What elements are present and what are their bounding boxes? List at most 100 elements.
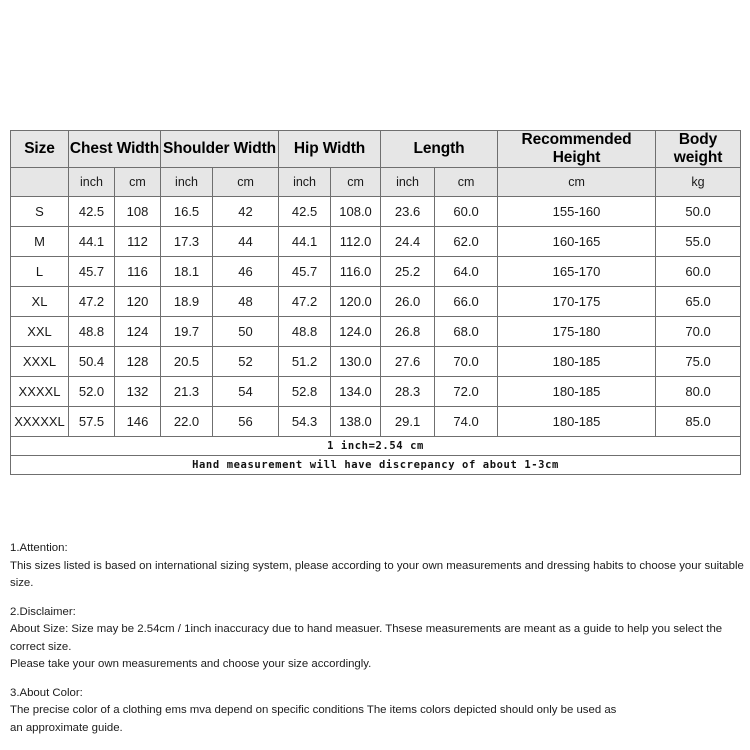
cell-recommended-height: 180-185 [497, 406, 657, 437]
cell-length-inch: 26.0 [380, 286, 436, 317]
cell-recommended-height: 180-185 [497, 376, 657, 407]
cell-shoulder-inch: 18.1 [160, 256, 214, 287]
cell-chest-inch: 48.8 [68, 316, 115, 347]
unit-header-length-cm: cm [434, 167, 499, 197]
cell-shoulder-inch: 22.0 [160, 406, 214, 437]
table-header: Size Chest Width Shoulder Width Hip Widt… [10, 130, 742, 197]
cell-body-weight: 60.0 [655, 256, 742, 287]
notes-section: 1.Attention: This sizes listed is based … [10, 540, 745, 737]
cell-recommended-height: 175-180 [497, 316, 657, 347]
unit-header-weight-kg: kg [655, 167, 742, 197]
cell-length-inch: 24.4 [380, 226, 436, 257]
cell-recommended-height: 180-185 [497, 346, 657, 377]
note-disclaimer-line-1: About Size: Size may be 2.54cm / 1inch i… [10, 623, 723, 653]
table-body: S 42.5 108 16.5 42 42.5 108.0 23.6 60.0 … [9, 196, 742, 475]
cell-length-inch: 26.8 [380, 316, 436, 347]
cell-length-cm: 60.0 [434, 196, 499, 227]
cell-size: M [10, 226, 69, 257]
cell-length-inch: 27.6 [380, 346, 436, 377]
cell-length-cm: 70.0 [434, 346, 499, 377]
note-about-color-line-2: an approximate guide. [10, 721, 123, 734]
table-row: XXXXXL 57.5 146 22.0 56 54.3 138.0 29.1 … [10, 406, 742, 437]
table-row: XL 47.2 120 18.9 48 47.2 120.0 26.0 66.0… [10, 286, 742, 317]
unit-header-height-cm: cm [497, 167, 657, 197]
cell-chest-cm: 146 [113, 406, 162, 437]
note-disclaimer: 2.Disclaimer: About Size: Size may be 2.… [10, 604, 745, 674]
cell-length-inch: 28.3 [380, 376, 436, 407]
cell-hip-cm: 116.0 [330, 256, 382, 287]
table-row: M 44.1 112 17.3 44 44.1 112.0 24.4 62.0 … [10, 226, 742, 257]
footer-note-inch-conversion: 1 inch=2.54 cm [9, 436, 742, 456]
column-header-chest-width: Chest Width [67, 130, 162, 168]
cell-size: XL [10, 286, 69, 317]
size-chart-table: Size Chest Width Shoulder Width Hip Widt… [9, 130, 742, 475]
cell-chest-inch: 45.7 [68, 256, 115, 287]
note-attention: 1.Attention: This sizes listed is based … [10, 540, 745, 593]
cell-recommended-height: 155-160 [497, 196, 657, 227]
note-about-color: 3.About Color: The precise color of a cl… [10, 685, 745, 738]
column-header-body-weight: Body weight [655, 130, 742, 168]
table-row: XXXXL 52.0 132 21.3 54 52.8 134.0 28.3 7… [10, 376, 742, 407]
cell-shoulder-inch: 17.3 [160, 226, 214, 257]
cell-body-weight: 55.0 [655, 226, 742, 257]
note-about-color-line-1: The precise color of a clothing ems mva … [10, 704, 617, 716]
cell-size: XXL [10, 316, 69, 347]
cell-length-inch: 29.1 [380, 406, 436, 437]
table-header-row-groups: Size Chest Width Shoulder Width Hip Widt… [10, 130, 742, 168]
cell-length-inch: 25.2 [380, 256, 436, 287]
unit-header-chest-cm: cm [113, 167, 162, 197]
cell-chest-cm: 112 [113, 226, 162, 257]
cell-shoulder-cm: 52 [212, 346, 280, 377]
cell-hip-inch: 47.2 [278, 286, 332, 317]
cell-shoulder-cm: 42 [212, 196, 280, 227]
note-attention-title: 1.Attention: [10, 542, 68, 554]
unit-header-chest-inch: inch [68, 167, 115, 197]
cell-shoulder-inch: 20.5 [160, 346, 214, 377]
column-header-recommended-height: Recommended Height [497, 130, 657, 168]
cell-body-weight: 70.0 [655, 316, 742, 347]
table-footer-row-discrepancy: Hand measurement will have discrepancy o… [9, 455, 742, 475]
cell-body-weight: 75.0 [655, 346, 742, 377]
cell-shoulder-cm: 48 [212, 286, 280, 317]
cell-recommended-height: 170-175 [497, 286, 657, 317]
column-header-length: Length [380, 130, 499, 168]
cell-size: XXXXXL [10, 406, 69, 437]
column-header-size: Size [10, 130, 69, 168]
cell-chest-cm: 120 [113, 286, 162, 317]
cell-recommended-height: 165-170 [497, 256, 657, 287]
cell-chest-cm: 124 [113, 316, 162, 347]
cell-body-weight: 80.0 [655, 376, 742, 407]
cell-chest-inch: 47.2 [68, 286, 115, 317]
cell-hip-cm: 130.0 [330, 346, 382, 377]
cell-chest-inch: 44.1 [68, 226, 115, 257]
table-row: XXL 48.8 124 19.7 50 48.8 124.0 26.8 68.… [10, 316, 742, 347]
cell-hip-inch: 51.2 [278, 346, 332, 377]
column-header-shoulder-width: Shoulder Width [160, 130, 280, 168]
cell-length-cm: 74.0 [434, 406, 499, 437]
unit-header-hip-inch: inch [278, 167, 332, 197]
cell-shoulder-cm: 56 [212, 406, 280, 437]
table-row: S 42.5 108 16.5 42 42.5 108.0 23.6 60.0 … [10, 196, 742, 227]
cell-chest-cm: 116 [113, 256, 162, 287]
unit-header-shoulder-inch: inch [160, 167, 214, 197]
cell-hip-cm: 112.0 [330, 226, 382, 257]
cell-hip-inch: 54.3 [278, 406, 332, 437]
cell-length-inch: 23.6 [380, 196, 436, 227]
cell-chest-inch: 57.5 [68, 406, 115, 437]
note-disclaimer-line-2: Please take your own measurements and ch… [10, 658, 372, 670]
cell-body-weight: 50.0 [655, 196, 742, 227]
cell-length-cm: 62.0 [434, 226, 499, 257]
cell-length-cm: 68.0 [434, 316, 499, 347]
cell-shoulder-cm: 46 [212, 256, 280, 287]
unit-header-shoulder-cm: cm [212, 167, 280, 197]
cell-shoulder-cm: 54 [212, 376, 280, 407]
size-chart-table-container: Size Chest Width Shoulder Width Hip Widt… [9, 130, 742, 475]
cell-hip-cm: 108.0 [330, 196, 382, 227]
cell-shoulder-cm: 44 [212, 226, 280, 257]
cell-hip-inch: 44.1 [278, 226, 332, 257]
cell-hip-inch: 45.7 [278, 256, 332, 287]
cell-length-cm: 66.0 [434, 286, 499, 317]
cell-shoulder-inch: 16.5 [160, 196, 214, 227]
cell-hip-inch: 42.5 [278, 196, 332, 227]
